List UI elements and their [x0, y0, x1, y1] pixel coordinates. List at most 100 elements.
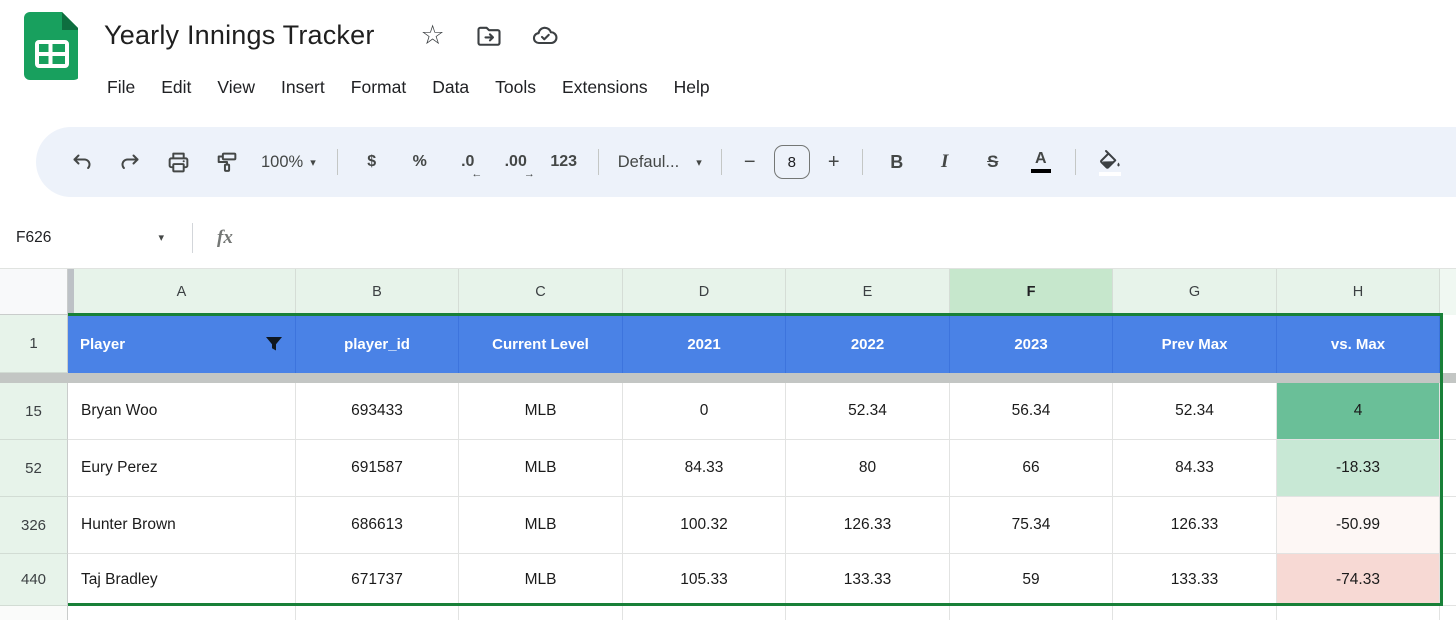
more-formats-button[interactable]: 123 [550, 153, 578, 170]
strikethrough-button[interactable]: S [987, 152, 999, 171]
font-select[interactable]: Defaul... ▾ [617, 152, 702, 171]
decrease-decimal-button[interactable]: .0 ← [461, 153, 483, 180]
header-cell-vs-max[interactable]: vs. Max [1277, 315, 1440, 373]
cell-2023[interactable]: 56.34 [950, 383, 1113, 440]
column-header-h[interactable]: H [1277, 269, 1440, 315]
cell-vs-max[interactable]: -50.99 [1277, 497, 1440, 554]
column-header-f-selected[interactable]: F [950, 269, 1113, 315]
cell-vs-max[interactable]: 4 [1277, 383, 1440, 440]
print-button[interactable] [157, 142, 199, 182]
cell-prev-max[interactable]: 52.34 [1113, 383, 1277, 440]
cell-player[interactable]: Bryan Woo [68, 383, 296, 440]
filter-funnel-icon[interactable] [265, 336, 283, 352]
cell-2023[interactable]: 75.34 [950, 497, 1113, 554]
cell-player-id[interactable]: 686613 [296, 497, 459, 554]
header-cell-current-level[interactable]: Current Level [459, 315, 623, 373]
cell-player[interactable]: Hunter Brown [68, 497, 296, 554]
column-header-a[interactable]: A [68, 269, 296, 315]
cell-level[interactable]: MLB [459, 497, 623, 554]
header-cell-2023[interactable]: 2023 [950, 315, 1113, 373]
column-header-b[interactable]: B [296, 269, 459, 315]
text-color-button[interactable]: A [1020, 142, 1062, 182]
zoom-select[interactable]: 100% ▾ [261, 152, 316, 171]
column-header-d[interactable]: D [623, 269, 786, 315]
filter-lines-icon[interactable] [1082, 338, 1100, 350]
paint-format-button[interactable] [205, 142, 247, 182]
cell-prev-max[interactable]: 133.33 [1113, 554, 1277, 606]
star-icon[interactable]: ☆ [420, 20, 445, 50]
cell-player-id[interactable]: 693433 [296, 383, 459, 440]
decrease-font-size-button[interactable]: − [743, 150, 756, 173]
filter-lines-icon[interactable] [1409, 338, 1427, 350]
menu-help[interactable]: Help [673, 76, 710, 97]
column-header-e[interactable]: E [786, 269, 950, 315]
paint-bucket-icon [1099, 149, 1120, 169]
increase-decimal-button[interactable]: .00 → [504, 153, 535, 180]
column-header-c[interactable]: C [459, 269, 623, 315]
format-currency-button[interactable]: $ [367, 153, 377, 170]
cell-2023[interactable]: 66 [950, 440, 1113, 497]
cell-vs-max[interactable]: -74.33 [1277, 554, 1440, 606]
column-header-g[interactable]: G [1113, 269, 1277, 315]
row-header-52[interactable]: 52 [0, 440, 68, 497]
cloud-saved-icon[interactable] [531, 22, 559, 50]
header-cell-partial [1440, 315, 1456, 373]
move-folder-icon[interactable] [475, 22, 503, 50]
header-cell-player-id[interactable]: player_id [296, 315, 459, 373]
cell-level[interactable]: MLB [459, 440, 623, 497]
menu-format[interactable]: Format [350, 76, 407, 97]
filter-range-right-border [1440, 315, 1443, 606]
row-header-15[interactable]: 15 [0, 383, 68, 440]
row-header-326[interactable]: 326 [0, 497, 68, 554]
cell-level[interactable]: MLB [459, 554, 623, 606]
increase-font-size-button[interactable]: + [827, 150, 840, 173]
cell-player[interactable]: Eury Perez [68, 440, 296, 497]
menu-view[interactable]: View [217, 76, 255, 97]
cell-player-id[interactable]: 691587 [296, 440, 459, 497]
cell-vs-max[interactable]: -18.33 [1277, 440, 1440, 497]
document-title[interactable]: Yearly Innings Tracker [104, 20, 375, 50]
bold-button[interactable]: B [890, 151, 904, 172]
cell-player[interactable]: Taj Bradley [68, 554, 296, 606]
menu-extensions[interactable]: Extensions [562, 76, 648, 97]
italic-button[interactable]: I [941, 151, 949, 172]
header-cell-player[interactable]: Player [68, 315, 296, 373]
header-cell-2022[interactable]: 2022 [786, 315, 950, 373]
cell-2021[interactable]: 105.33 [623, 554, 786, 606]
row-header-1[interactable]: 1 [0, 315, 68, 373]
cell-prev-max[interactable]: 126.33 [1113, 497, 1277, 554]
undo-button[interactable] [61, 142, 103, 182]
format-percent-button[interactable]: % [412, 153, 427, 170]
filter-lines-icon[interactable] [1246, 338, 1264, 350]
toolbar-divider [597, 149, 599, 175]
cell-2021[interactable]: 0 [623, 383, 786, 440]
cell-2022[interactable]: 126.33 [786, 497, 950, 554]
redo-button[interactable] [109, 142, 151, 182]
menu-edit[interactable]: Edit [161, 76, 192, 97]
cell-player-id[interactable]: 671737 [296, 554, 459, 606]
header-cell-2021[interactable]: 2021 [623, 315, 786, 373]
filter-lines-icon[interactable] [755, 338, 773, 350]
cell-prev-max[interactable]: 84.33 [1113, 440, 1277, 497]
select-all-corner[interactable] [0, 269, 68, 315]
menu-insert[interactable]: Insert [280, 76, 325, 97]
cell-2022[interactable]: 80 [786, 440, 950, 497]
font-size-input[interactable]: 8 [773, 145, 810, 179]
filter-lines-icon[interactable] [919, 338, 937, 350]
fill-color-button[interactable] [1089, 142, 1131, 182]
row-header-440[interactable]: 440 [0, 554, 68, 606]
cell-2022[interactable]: 133.33 [786, 554, 950, 606]
cell-level[interactable]: MLB [459, 383, 623, 440]
header-cell-prev-max[interactable]: Prev Max [1113, 315, 1277, 373]
filter-lines-icon[interactable] [428, 338, 446, 350]
menu-file[interactable]: File [107, 76, 136, 97]
toolbar-divider [720, 149, 722, 175]
cell-2021[interactable]: 100.32 [623, 497, 786, 554]
name-box[interactable]: F626 ▾ [0, 207, 192, 268]
cell-2023[interactable]: 59 [950, 554, 1113, 606]
menu-data[interactable]: Data [432, 76, 470, 97]
cell-2021[interactable]: 84.33 [623, 440, 786, 497]
menu-tools[interactable]: Tools [495, 76, 537, 97]
filter-lines-icon[interactable] [592, 338, 610, 350]
cell-2022[interactable]: 52.34 [786, 383, 950, 440]
